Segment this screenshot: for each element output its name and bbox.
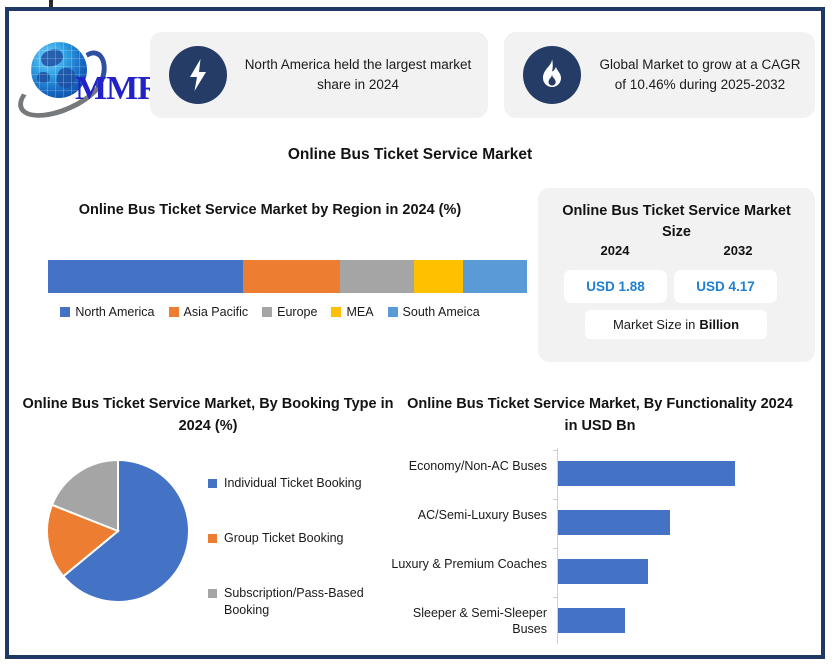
region-stacked-bar <box>48 260 527 293</box>
functionality-chart-panel: Online Bus Ticket Service Market, By Fun… <box>385 388 815 656</box>
legend-swatch-icon <box>208 533 217 543</box>
pie-slice <box>50 458 119 533</box>
brand-logo: MMR <box>10 32 162 130</box>
region-legend-label: Asia Pacific <box>183 305 249 319</box>
page-title: Online Bus Ticket Service Market <box>287 146 533 163</box>
functionality-bar-label: Sleeper & Semi-Sleeper Buses <box>412 606 547 637</box>
functionality-y-axis <box>557 448 558 644</box>
region-segment <box>48 260 243 293</box>
functionality-bar-row: Economy/Non-AC Buses <box>385 450 815 499</box>
functionality-bar-row: Sleeper & Semi-Sleeper Buses <box>385 597 815 646</box>
booking-type-legend-label: Subscription/Pass-Based Booking <box>224 585 364 617</box>
market-size-title: Online Bus Ticket Service Market Size <box>562 203 791 241</box>
legend-swatch-icon <box>168 307 179 317</box>
region-legend-label: North America <box>75 305 155 319</box>
market-size-year-start: 2024 <box>600 243 630 258</box>
legend-swatch-icon <box>208 588 217 598</box>
brand-name: MMR <box>75 70 162 107</box>
functionality-axis-tick <box>553 499 558 500</box>
region-legend-item: South Ameica <box>387 305 480 319</box>
legend-swatch-icon <box>331 307 342 317</box>
booking-type-legend-label: Individual Ticket Booking <box>224 476 362 490</box>
booking-type-chart-panel: Online Bus Ticket Service Market, By Boo… <box>8 385 408 657</box>
legend-swatch-icon <box>262 307 273 317</box>
market-size-panel: Online Bus Ticket Service Market Size 20… <box>538 188 815 362</box>
market-size-unit-prefix: Market Size in <box>612 317 696 332</box>
highlight-card-cagr: Global Market to grow at a CAGR of 10.46… <box>504 32 815 118</box>
region-legend-label: South Ameica <box>402 305 480 319</box>
region-segment <box>462 260 527 293</box>
functionality-bar-row: Luxury & Premium Coaches <box>385 548 815 597</box>
functionality-bar-label: Luxury & Premium Coaches <box>391 557 547 571</box>
highlight-text-region: North America held the largest market sh… <box>244 57 472 92</box>
market-size-year-end: 2032 <box>723 243 753 258</box>
region-segment <box>340 260 414 293</box>
functionality-chart-title: Online Bus Ticket Service Market, By Fun… <box>407 396 793 434</box>
functionality-bar <box>558 510 670 535</box>
market-size-unit-value: Billion <box>699 317 740 332</box>
booking-type-legend: Individual Ticket Booking Group Ticket Bo… <box>208 475 404 657</box>
pie-slice <box>61 458 190 603</box>
functionality-bar <box>558 461 735 486</box>
functionality-bar-row: AC/Semi-Luxury Buses <box>385 499 815 548</box>
region-chart-legend: North America Asia Pacific Europe MEA South … <box>10 305 530 319</box>
region-chart-panel: Online Bus Ticket Service Market by Regi… <box>10 190 530 340</box>
booking-type-legend-item: Group Ticket Booking <box>208 530 404 547</box>
functionality-bar-label: Economy/Non-AC Buses <box>408 459 547 473</box>
legend-swatch-icon <box>208 479 217 488</box>
flame-icon <box>523 46 581 104</box>
region-legend-item: MEA <box>331 305 374 319</box>
functionality-bar <box>558 559 648 584</box>
region-segment <box>413 260 463 293</box>
booking-type-pie <box>46 458 190 603</box>
market-size-value-start: USD 1.88 <box>564 270 667 303</box>
market-size-value-end: USD 4.17 <box>674 270 777 303</box>
legend-swatch-icon <box>387 307 398 317</box>
highlight-card-region: North America held the largest market sh… <box>150 32 488 118</box>
booking-type-chart-title: Online Bus Ticket Service Market, By Boo… <box>22 396 394 435</box>
region-chart-title: Online Bus Ticket Service Market by Regi… <box>78 202 462 218</box>
header: MMR North America held the largest marke… <box>0 10 820 132</box>
functionality-axis-tick <box>553 597 558 598</box>
region-legend-item: North America <box>60 305 155 319</box>
top-edge-artifact <box>49 0 53 9</box>
region-segment <box>242 260 341 293</box>
functionality-axis-tick <box>553 450 558 451</box>
booking-type-legend-label: Group Ticket Booking <box>224 530 344 545</box>
market-size-unit-note: Market Size in Billion <box>585 310 767 339</box>
functionality-bar <box>558 608 625 633</box>
legend-swatch-icon <box>60 307 71 317</box>
booking-type-legend-item: Individual Ticket Booking <box>208 475 404 492</box>
functionality-axis-tick <box>553 548 558 549</box>
region-legend-item: Europe <box>262 305 317 319</box>
highlight-text-cagr: Global Market to grow at a CAGR of 10.46… <box>599 57 801 92</box>
pie-slice <box>46 503 120 578</box>
globe-icon <box>31 42 87 98</box>
functionality-bar-label: AC/Semi-Luxury Buses <box>417 508 547 522</box>
functionality-plot-area: Economy/Non-AC Buses AC/Semi-Luxury Buses… <box>385 448 815 650</box>
region-legend-item: Asia Pacific <box>168 305 249 319</box>
booking-type-legend-item: Subscription/Pass-Based Booking <box>208 585 404 619</box>
region-legend-label: Europe <box>277 305 318 319</box>
region-legend-label: MEA <box>346 305 374 319</box>
lightning-bolt-icon <box>169 46 227 104</box>
